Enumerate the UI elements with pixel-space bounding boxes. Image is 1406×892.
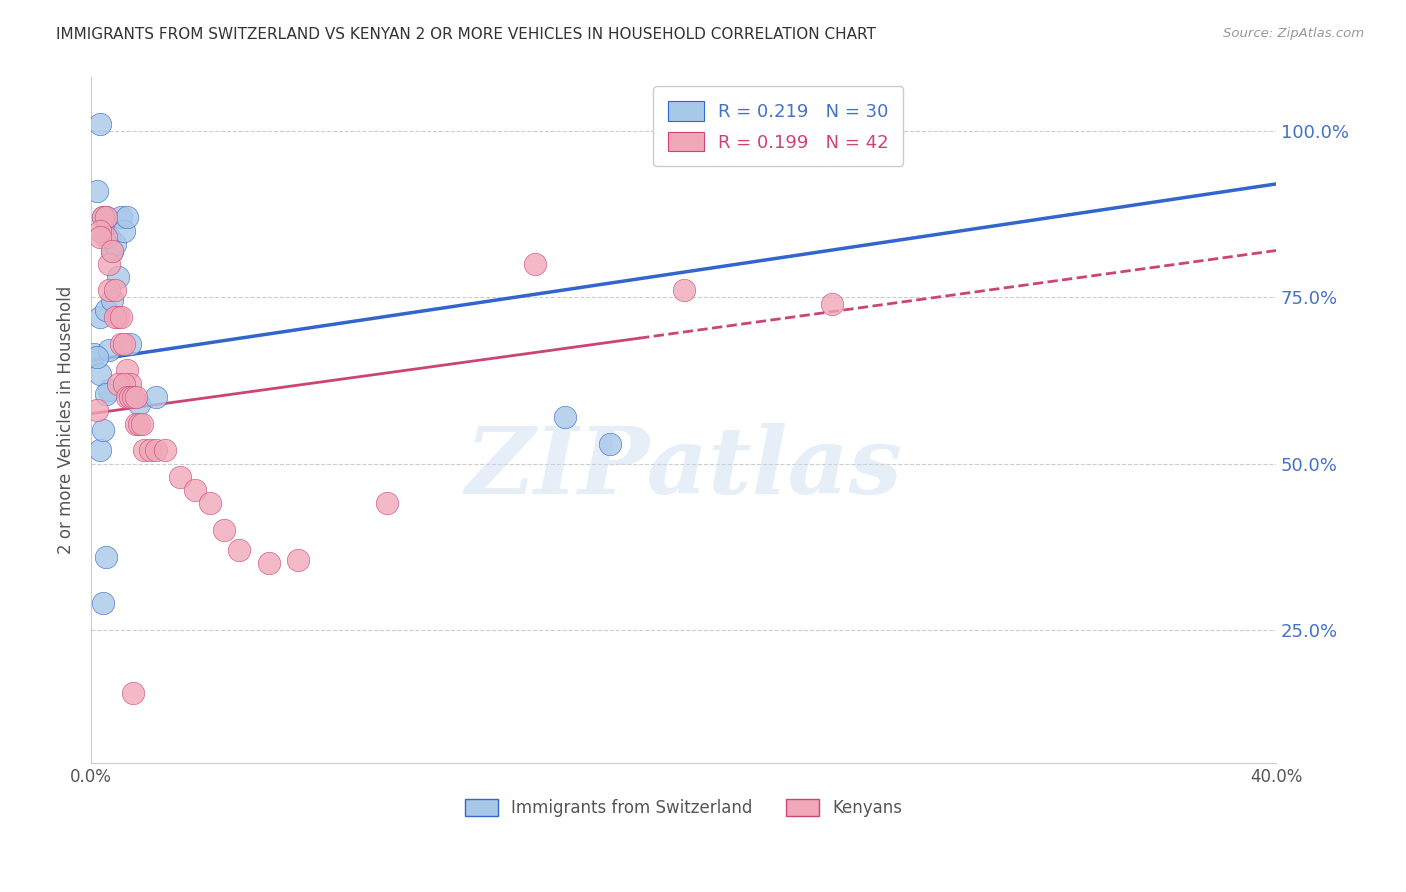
Point	[121, 686, 143, 700]
Point	[377, 496, 399, 510]
Point	[134, 443, 156, 458]
Point	[86, 184, 108, 198]
Point	[89, 117, 111, 131]
Point	[115, 211, 138, 225]
Point	[524, 257, 547, 271]
Point	[89, 367, 111, 381]
Point	[145, 390, 167, 404]
Text: Source: ZipAtlas.com: Source: ZipAtlas.com	[1223, 27, 1364, 40]
Point	[599, 436, 621, 450]
Point	[91, 596, 114, 610]
Point	[86, 350, 108, 364]
Point	[94, 549, 117, 564]
Point	[107, 270, 129, 285]
Point	[139, 443, 162, 458]
Point	[198, 496, 221, 510]
Point	[124, 390, 146, 404]
Point	[554, 409, 576, 424]
Point	[821, 297, 844, 311]
Point	[214, 523, 236, 537]
Point	[287, 553, 309, 567]
Point	[94, 386, 117, 401]
Point	[97, 343, 120, 358]
Point	[112, 376, 135, 391]
Point	[112, 336, 135, 351]
Point	[97, 230, 120, 244]
Point	[110, 336, 132, 351]
Point	[104, 310, 127, 324]
Point	[94, 303, 117, 318]
Point	[257, 557, 280, 571]
Point	[115, 363, 138, 377]
Y-axis label: 2 or more Vehicles in Household: 2 or more Vehicles in Household	[58, 286, 75, 555]
Point	[83, 347, 105, 361]
Point	[89, 230, 111, 244]
Point	[89, 310, 111, 324]
Point	[121, 390, 143, 404]
Point	[118, 376, 141, 391]
Point	[89, 223, 111, 237]
Point	[107, 310, 129, 324]
Point	[184, 483, 207, 498]
Point	[97, 384, 120, 398]
Point	[115, 390, 138, 404]
Legend: Immigrants from Switzerland, Kenyans: Immigrants from Switzerland, Kenyans	[458, 792, 910, 823]
Point	[101, 293, 124, 308]
Point	[91, 211, 114, 225]
Point	[145, 443, 167, 458]
Point	[110, 310, 132, 324]
Point	[228, 543, 250, 558]
Point	[118, 336, 141, 351]
Point	[101, 244, 124, 258]
Point	[112, 223, 135, 237]
Point	[110, 211, 132, 225]
Point	[672, 284, 695, 298]
Point	[107, 376, 129, 391]
Point	[169, 470, 191, 484]
Point	[104, 236, 127, 251]
Point	[128, 397, 150, 411]
Point	[86, 403, 108, 417]
Point	[153, 443, 176, 458]
Point	[131, 417, 153, 431]
Point	[118, 390, 141, 404]
Point	[91, 423, 114, 437]
Point	[94, 211, 117, 225]
Point	[128, 417, 150, 431]
Point	[97, 257, 120, 271]
Text: IMMIGRANTS FROM SWITZERLAND VS KENYAN 2 OR MORE VEHICLES IN HOUSEHOLD CORRELATIO: IMMIGRANTS FROM SWITZERLAND VS KENYAN 2 …	[56, 27, 876, 42]
Point	[89, 443, 111, 458]
Point	[101, 244, 124, 258]
Point	[94, 230, 117, 244]
Point	[124, 417, 146, 431]
Point	[104, 284, 127, 298]
Point	[91, 211, 114, 225]
Text: ZIPatlas: ZIPatlas	[465, 424, 903, 513]
Point	[97, 284, 120, 298]
Point	[94, 211, 117, 225]
